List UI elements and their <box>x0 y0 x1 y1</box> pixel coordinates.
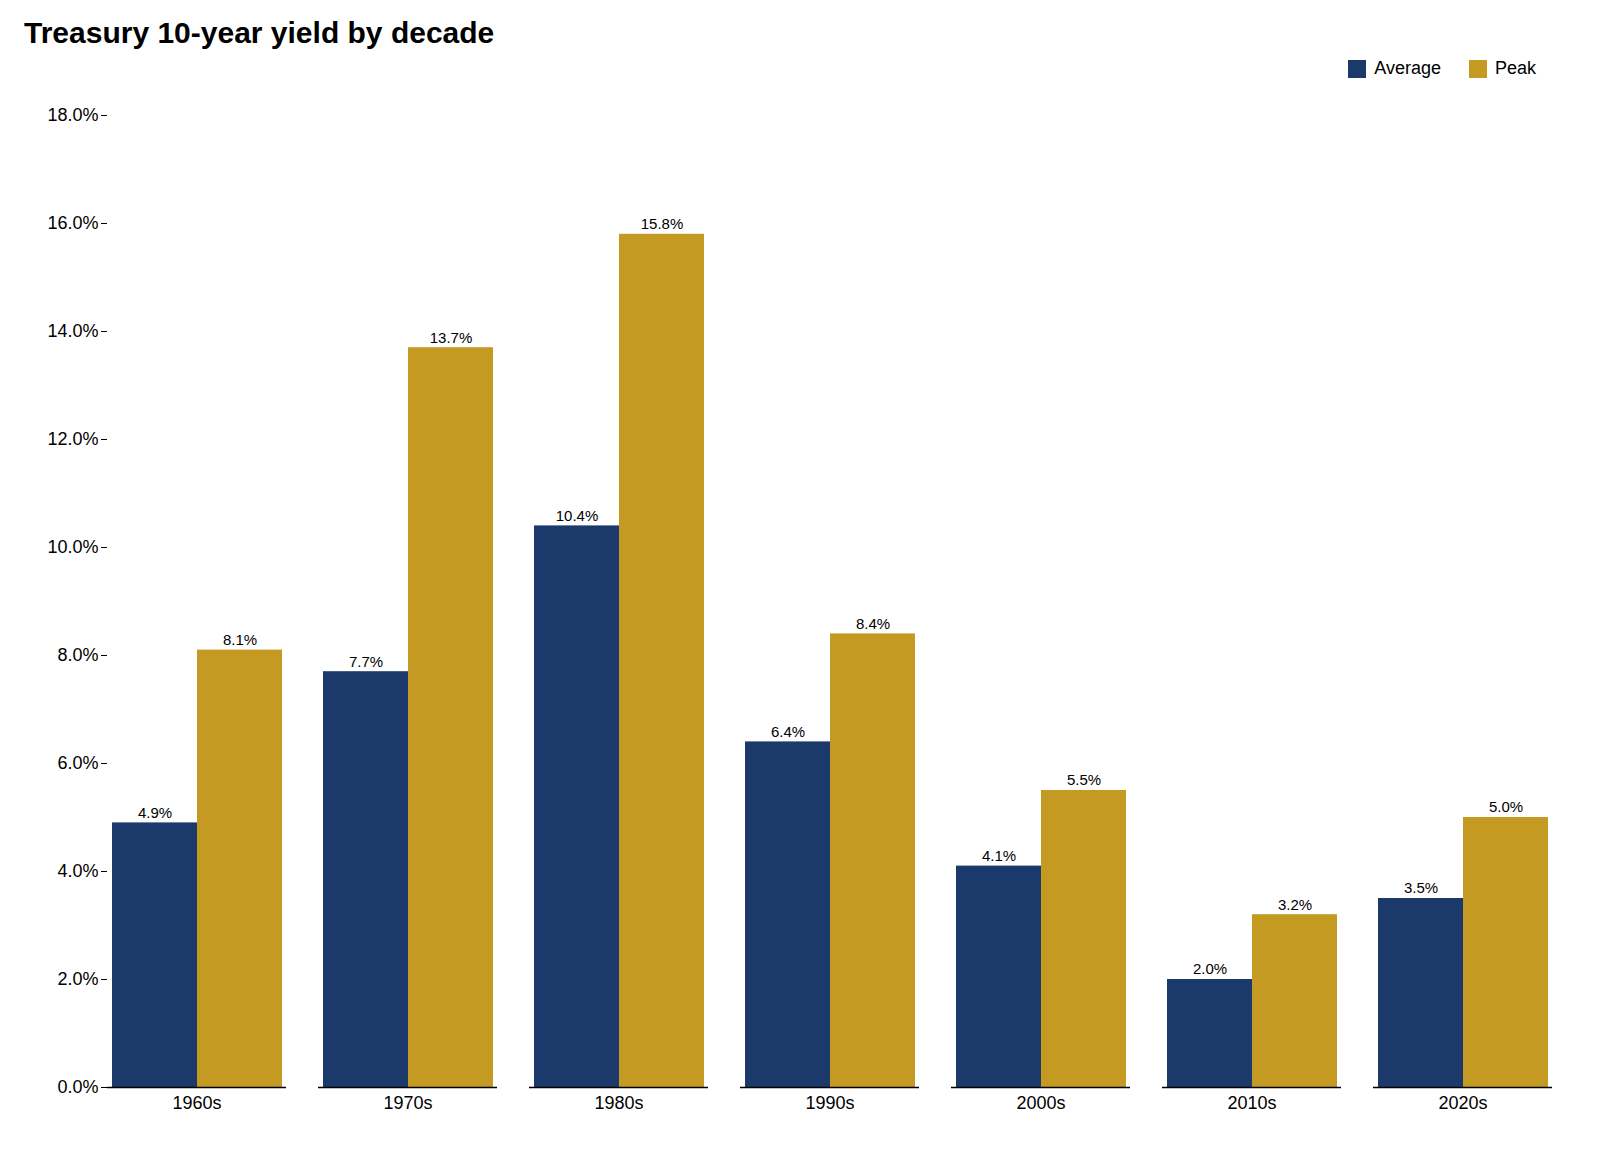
svg-text:2010s: 2010s <box>1227 1093 1276 1113</box>
svg-text:16.0%: 16.0% <box>47 213 98 233</box>
svg-text:6.0%: 6.0% <box>57 753 98 773</box>
svg-text:4.9%: 4.9% <box>138 804 172 821</box>
svg-text:1960s: 1960s <box>172 1093 221 1113</box>
svg-text:2000s: 2000s <box>1016 1093 1065 1113</box>
svg-text:10.0%: 10.0% <box>47 537 98 557</box>
svg-text:4.0%: 4.0% <box>57 861 98 881</box>
svg-text:14.0%: 14.0% <box>47 321 98 341</box>
svg-text:8.1%: 8.1% <box>223 631 257 648</box>
svg-text:10.4%: 10.4% <box>556 507 599 524</box>
svg-text:1990s: 1990s <box>805 1093 854 1113</box>
svg-text:8.4%: 8.4% <box>856 615 890 632</box>
svg-text:5.5%: 5.5% <box>1067 771 1101 788</box>
svg-text:5.0%: 5.0% <box>1489 798 1523 815</box>
svg-text:2020s: 2020s <box>1438 1093 1487 1113</box>
svg-text:1970s: 1970s <box>383 1093 432 1113</box>
svg-text:2.0%: 2.0% <box>1193 960 1227 977</box>
svg-text:2.0%: 2.0% <box>57 969 98 989</box>
svg-text:7.7%: 7.7% <box>349 653 383 670</box>
html-text:Peak: Peak <box>1495 58 1536 78</box>
svg-text:0.0%: 0.0% <box>57 1077 98 1097</box>
html-text:Treasury 10-year yield by deca: Treasury 10-year yield by decade <box>24 16 495 49</box>
svg-text:6.4%: 6.4% <box>771 723 805 740</box>
svg-text:12.0%: 12.0% <box>47 429 98 449</box>
html-text:Average: Average <box>1374 58 1441 78</box>
svg-text:1980s: 1980s <box>594 1093 643 1113</box>
svg-text:4.1%: 4.1% <box>982 847 1016 864</box>
svg-text:3.5%: 3.5% <box>1404 879 1438 896</box>
svg-text:3.2%: 3.2% <box>1278 896 1312 913</box>
svg-text:8.0%: 8.0% <box>57 645 98 665</box>
svg-text:18.0%: 18.0% <box>47 105 98 125</box>
svg-text:15.8%: 15.8% <box>641 215 684 232</box>
svg-text:13.7%: 13.7% <box>430 329 473 346</box>
